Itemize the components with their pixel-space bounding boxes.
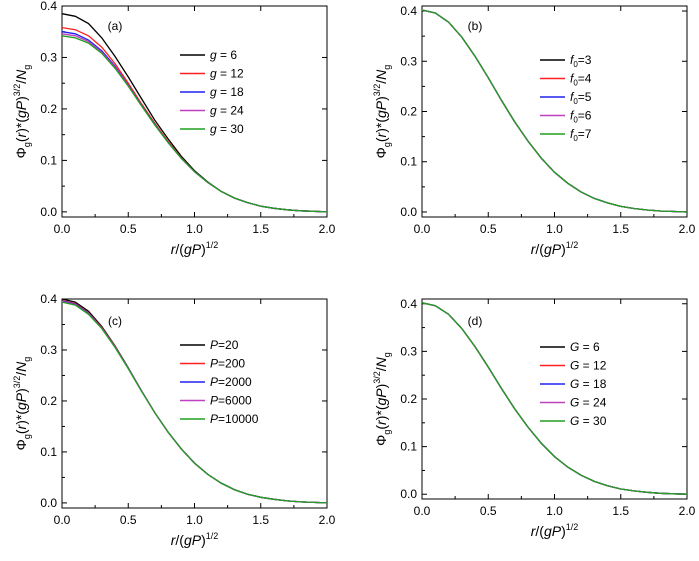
- y-tick-label: 0.4: [400, 4, 417, 18]
- x-tick-label: 1.5: [612, 222, 629, 236]
- legend-entry: f0=7: [570, 127, 592, 143]
- series-line-3: [61, 300, 328, 504]
- x-tick-label: 0.0: [414, 504, 431, 518]
- legend-entry: g = 6: [210, 48, 237, 62]
- series-line-2: [421, 9, 688, 213]
- legend-entry: g = 24: [210, 104, 244, 118]
- legend-entry: G = 24: [570, 396, 607, 410]
- x-tick-label: 1.5: [612, 504, 629, 518]
- x-tick-label: 0.0: [54, 222, 71, 236]
- y-tick-label: 0.3: [40, 50, 57, 64]
- panel-c: 0.0 0.5 1.0 1.5 2.0 0.0 0.1 0.2 0.3 0.4 P=20 P=200 P…: [12, 292, 336, 548]
- legend-entry: P=10000: [210, 412, 259, 426]
- y-tick-label: 0.0: [40, 496, 57, 510]
- legend-entry: G = 6: [570, 340, 600, 354]
- x-axis-label: r/(gP)1/2: [531, 522, 579, 539]
- series-line-5: [61, 35, 328, 213]
- y-axis-label: Φg(r)*(gP)3/2/Ng: [372, 352, 392, 446]
- x-tick-label: 1.0: [546, 222, 563, 236]
- series-line-3: [421, 9, 688, 213]
- legend-entry: f0=4: [570, 72, 592, 88]
- legend-entry: g = 30: [210, 122, 244, 136]
- series-line-4: [61, 33, 328, 213]
- panel-a: 0.0 0.5 1.0 1.5 2.0 0.0 0.1 0.2 0.3 0.4 g = 6 g = 1…: [12, 0, 336, 257]
- y-tick-label: 0.1: [400, 440, 417, 454]
- x-tick-label: 1.0: [186, 222, 203, 236]
- legend-entry: P=200: [210, 357, 245, 371]
- legend-entry: g = 12: [210, 67, 244, 81]
- x-tick-label: 1.5: [252, 513, 269, 527]
- legend-entry: g = 18: [210, 85, 244, 99]
- x-tick-label: 1.0: [186, 513, 203, 527]
- y-tick-label: 0.2: [400, 105, 417, 119]
- series-line-4: [421, 302, 688, 495]
- y-tick-label: 0.4: [40, 292, 57, 306]
- x-tick-label: 0.5: [120, 222, 137, 236]
- legend-entry: f0=6: [570, 109, 592, 125]
- x-axis-label: r/(gP)1/2: [171, 240, 219, 257]
- y-tick-label: 0.3: [40, 343, 57, 357]
- series-line-4: [421, 9, 688, 213]
- legend-entry: f0=5: [570, 90, 592, 106]
- series-line-1: [61, 13, 328, 213]
- series-line-5: [421, 302, 688, 495]
- y-tick-label: 0.0: [400, 487, 417, 501]
- x-tick-label: 2.0: [679, 504, 696, 518]
- y-tick-label: 0.0: [400, 205, 417, 219]
- x-tick-label: 1.5: [252, 222, 269, 236]
- panel-tag: (c): [108, 314, 122, 328]
- y-axis-label: Φg(r)*(gP)3/2/Ng: [12, 357, 32, 451]
- y-tick-label: 0.1: [400, 155, 417, 169]
- legend-entry: G = 30: [570, 414, 607, 428]
- panel-tag: (a): [108, 19, 123, 33]
- series-line-4: [61, 300, 328, 504]
- panel-d: 0.0 0.5 1.0 1.5 2.0 0.0 0.1 0.2 0.3 0.4 G = 6 G = 1…: [372, 297, 696, 539]
- x-tick-label: 2.0: [319, 222, 336, 236]
- y-tick-label: 0.1: [40, 445, 57, 459]
- legend-entry: f0=3: [570, 53, 592, 69]
- series-line-2: [61, 299, 328, 504]
- series-line-1: [421, 9, 688, 213]
- y-axis-label: Φg(r)*(gP)3/2/Ng: [372, 65, 392, 159]
- series-line-2: [421, 302, 688, 495]
- x-tick-label: 0.5: [480, 504, 497, 518]
- panel-tag: (b): [468, 19, 483, 33]
- series-line-5: [61, 301, 328, 504]
- x-tick-label: 2.0: [679, 222, 696, 236]
- y-tick-label: 0.4: [400, 297, 417, 311]
- series-line-3: [421, 302, 688, 495]
- x-tick-label: 0.5: [120, 513, 137, 527]
- series-line-3: [61, 31, 328, 213]
- legend-entry: P=6000: [210, 394, 252, 408]
- y-tick-label: 0.3: [400, 54, 417, 68]
- y-tick-label: 0.0: [40, 205, 57, 219]
- series-line-5: [421, 9, 688, 213]
- y-tick-label: 0.1: [40, 153, 57, 167]
- y-tick-label: 0.3: [400, 344, 417, 358]
- y-tick-label: 0.2: [40, 102, 57, 116]
- series-line-1: [421, 302, 688, 495]
- legend-entry: G = 12: [570, 359, 607, 373]
- y-tick-label: 0.2: [40, 394, 57, 408]
- plot-frame: [61, 298, 328, 509]
- panel-b: 0.0 0.5 1.0 1.5 2.0 0.0 0.1 0.2 0.3 0.4 f0=3 f0=4 f0…: [372, 4, 696, 257]
- legend-entry: P=20: [210, 338, 239, 352]
- x-tick-label: 1.0: [546, 504, 563, 518]
- legend-entry: P=2000: [210, 375, 252, 389]
- x-tick-label: 0.0: [414, 222, 431, 236]
- x-axis-label: r/(gP)1/2: [171, 531, 219, 548]
- y-tick-label: 0.2: [400, 392, 417, 406]
- legend-entry: G = 18: [570, 377, 607, 391]
- y-axis-label: Φg(r)*(gP)3/2/Ng: [12, 65, 32, 159]
- x-tick-label: 0.0: [54, 513, 71, 527]
- x-tick-label: 0.5: [480, 222, 497, 236]
- x-axis-label: r/(gP)1/2: [531, 240, 579, 257]
- x-tick-label: 2.0: [319, 513, 336, 527]
- panel-tag: (d): [468, 314, 483, 328]
- y-tick-label: 0.4: [40, 0, 57, 13]
